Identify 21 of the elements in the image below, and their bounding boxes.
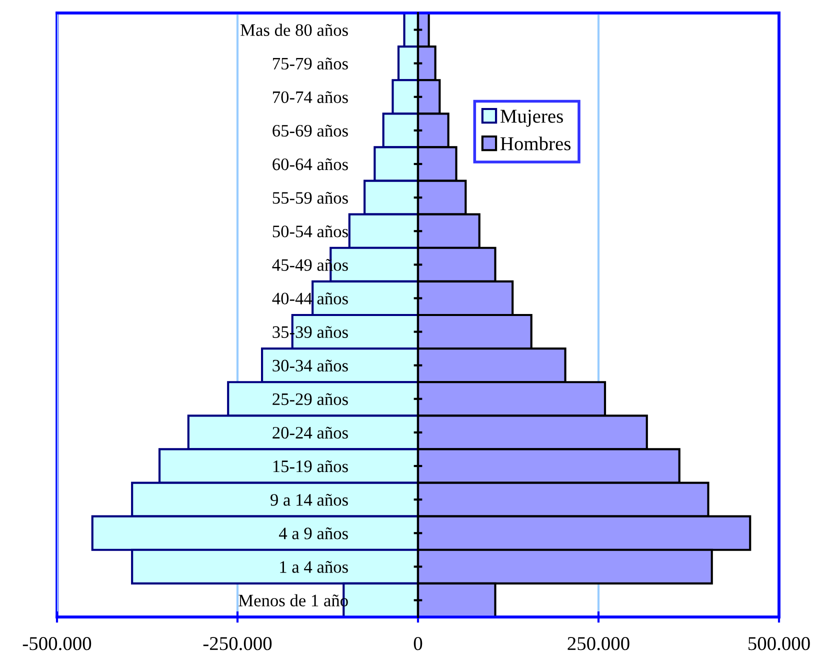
- x-tick-label: -250.000: [203, 637, 272, 650]
- x-tick-label: -500.000: [22, 637, 92, 650]
- y-tick-label: 55-59 años: [272, 192, 348, 204]
- x-tick-label: 250.000: [568, 637, 630, 650]
- y-tick-label: 15-19 años: [273, 460, 348, 472]
- y-tick-label: 30-34 años: [272, 360, 348, 372]
- x-tick-label: 0: [414, 637, 422, 650]
- y-tick-label: 20-24 años: [272, 426, 348, 439]
- y-tick-label: 25-29 años: [272, 393, 348, 406]
- y-tick-label: 75-79 años: [273, 58, 348, 70]
- y-tick-label: Mas de 80 años: [240, 24, 348, 36]
- y-tick-label: 9 a 14 años: [270, 494, 348, 506]
- y-tick-label: 60-64 años: [272, 158, 348, 170]
- legend-label: Mujeres: [500, 110, 563, 127]
- y-tick-label: 65-69 años: [272, 124, 348, 137]
- y-tick-label: 4 a 9 años: [278, 527, 348, 540]
- y-tick-label: 50-54 años: [272, 225, 348, 238]
- y-tick-label: 1 a 4 años: [280, 560, 348, 573]
- x-tick-label: 500.000: [748, 637, 810, 650]
- legend-label: Hombres: [500, 136, 571, 150]
- y-tick-label: 70-74 años: [273, 91, 348, 104]
